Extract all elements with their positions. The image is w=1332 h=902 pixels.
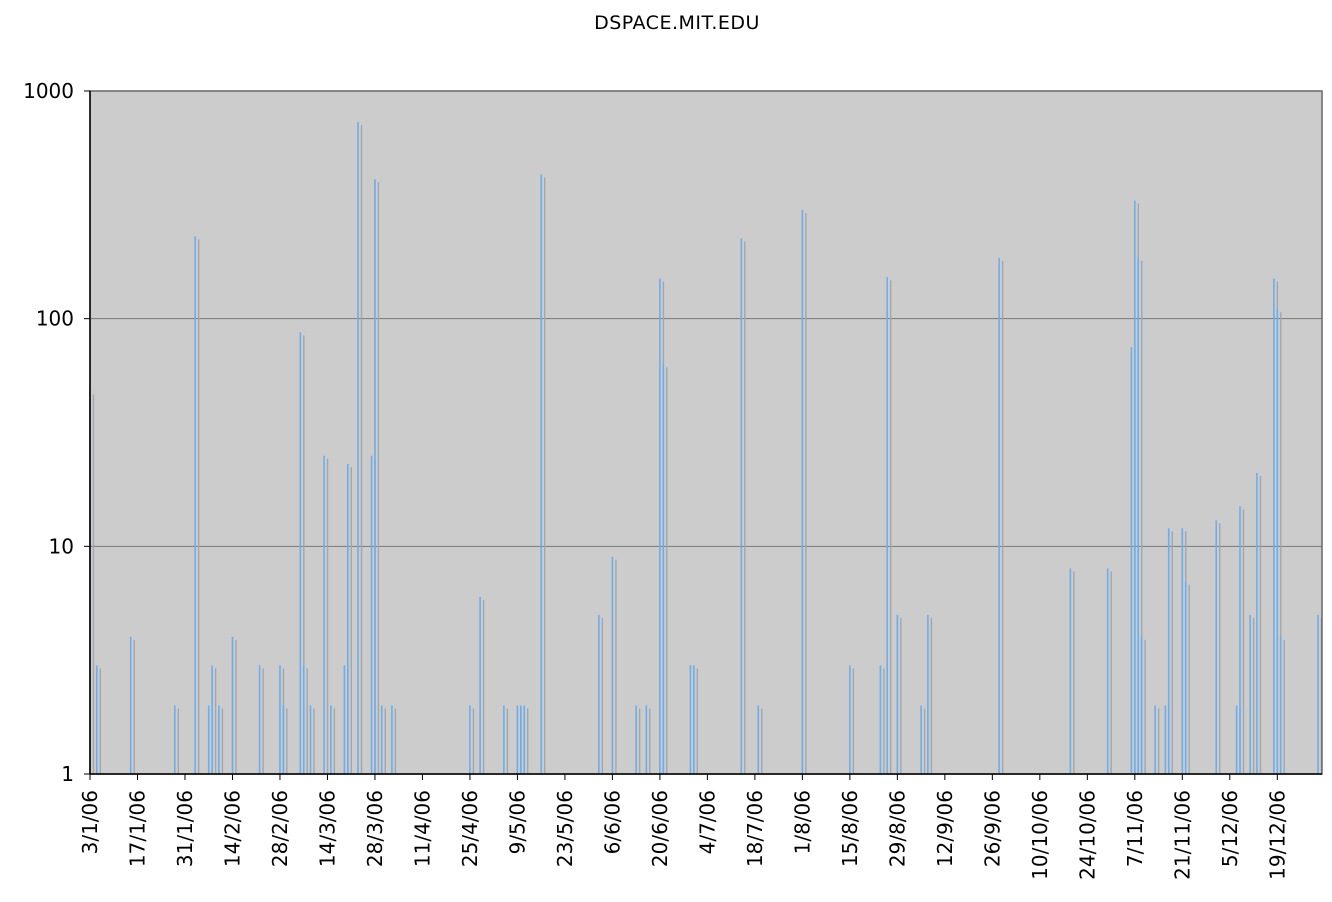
y-tick-label: 10 — [49, 534, 74, 558]
x-tick-label: 14/2/06 — [220, 790, 244, 867]
plot-area — [90, 91, 1322, 774]
x-tick-label: 5/12/06 — [1218, 790, 1242, 867]
x-axis: 3/1/06 17/1/06 31/1/06 14/2/06 28/2/06 14/3/0… — [78, 773, 1322, 880]
x-tick-label: 23/5/06 — [553, 790, 577, 867]
x-tick-label: 1/8/06 — [790, 790, 814, 854]
x-tick-label: 15/8/06 — [838, 790, 862, 867]
y-tick-label: 1 — [61, 762, 74, 786]
y-axis: 1 10 100 1000 — [23, 79, 91, 786]
x-tick-label: 10/10/06 — [1028, 790, 1052, 880]
x-tick-label: 12/9/06 — [933, 790, 957, 867]
x-tick-label: 6/6/06 — [600, 790, 624, 854]
x-tick-label: 14/3/06 — [315, 790, 339, 867]
x-tick-label: 3/1/06 — [78, 790, 102, 854]
x-tick-label: 28/2/06 — [268, 790, 292, 867]
x-tick-label: 28/3/06 — [363, 790, 387, 867]
x-tick-label: 18/7/06 — [743, 790, 767, 867]
x-tick-label: 29/8/06 — [885, 790, 909, 867]
x-tick-label: 26/9/06 — [980, 790, 1004, 867]
x-tick-label: 11/4/06 — [410, 790, 434, 867]
x-tick-label: 24/10/06 — [1075, 790, 1099, 880]
x-tick-label: 25/4/06 — [458, 790, 482, 867]
x-tick-label: 17/1/06 — [125, 790, 149, 867]
x-tick-label: 9/5/06 — [505, 790, 529, 854]
y-tick-label: 1000 — [23, 79, 74, 103]
x-tick-label: 7/11/06 — [1123, 790, 1147, 867]
y-tick-label: 100 — [36, 307, 74, 331]
x-tick-label: 21/11/06 — [1170, 790, 1194, 880]
x-tick-label: 31/1/06 — [173, 790, 197, 867]
x-tick-label: 20/6/06 — [648, 790, 672, 867]
x-tick-label: 19/12/06 — [1265, 790, 1289, 880]
chart-title: DSPACE.MIT.EDU — [594, 12, 760, 34]
x-tick-label: 4/7/06 — [695, 790, 719, 854]
gridlines — [90, 318, 1322, 547]
